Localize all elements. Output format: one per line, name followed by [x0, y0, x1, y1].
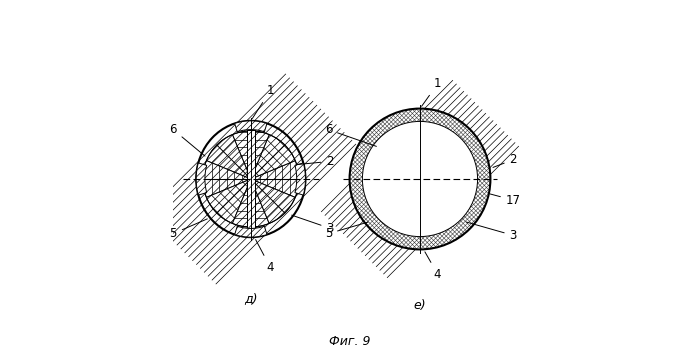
Polygon shape [350, 108, 491, 250]
Polygon shape [466, 165, 475, 193]
Polygon shape [196, 163, 207, 195]
Polygon shape [206, 179, 251, 223]
Text: е): е) [414, 299, 426, 312]
Circle shape [350, 108, 491, 250]
Polygon shape [251, 135, 295, 179]
Bar [247, 130, 254, 228]
Polygon shape [402, 132, 438, 179]
Text: 6: 6 [324, 123, 376, 146]
Text: 4: 4 [256, 240, 274, 274]
Bar [416, 132, 424, 226]
Polygon shape [251, 179, 295, 223]
Polygon shape [373, 161, 420, 197]
Polygon shape [233, 131, 269, 179]
Polygon shape [377, 136, 420, 179]
Polygon shape [420, 136, 463, 179]
Bar [247, 130, 254, 228]
Polygon shape [366, 165, 375, 193]
Circle shape [350, 108, 491, 250]
Text: 1: 1 [421, 77, 441, 106]
Polygon shape [405, 224, 435, 234]
Text: 5: 5 [325, 222, 368, 240]
Text: 1: 1 [252, 84, 274, 118]
Polygon shape [251, 161, 299, 197]
Polygon shape [206, 135, 251, 179]
Polygon shape [235, 121, 267, 132]
Text: 5: 5 [170, 219, 208, 240]
Ellipse shape [196, 121, 305, 237]
Text: 2: 2 [493, 153, 517, 168]
Text: 4: 4 [425, 252, 441, 281]
Polygon shape [233, 179, 269, 227]
Polygon shape [377, 179, 420, 222]
Polygon shape [402, 179, 438, 226]
Text: 17: 17 [489, 194, 521, 207]
Text: 6: 6 [170, 123, 205, 156]
Text: д): д) [244, 292, 257, 305]
Polygon shape [295, 163, 305, 195]
Polygon shape [203, 161, 251, 197]
Bar [416, 132, 424, 226]
Text: 2: 2 [296, 155, 334, 168]
Text: 3: 3 [466, 222, 517, 242]
Polygon shape [235, 226, 267, 237]
Text: Фиг. 9: Фиг. 9 [329, 335, 370, 348]
Polygon shape [420, 161, 466, 197]
Text: 3: 3 [291, 215, 334, 235]
Polygon shape [405, 124, 435, 134]
Polygon shape [420, 179, 463, 222]
